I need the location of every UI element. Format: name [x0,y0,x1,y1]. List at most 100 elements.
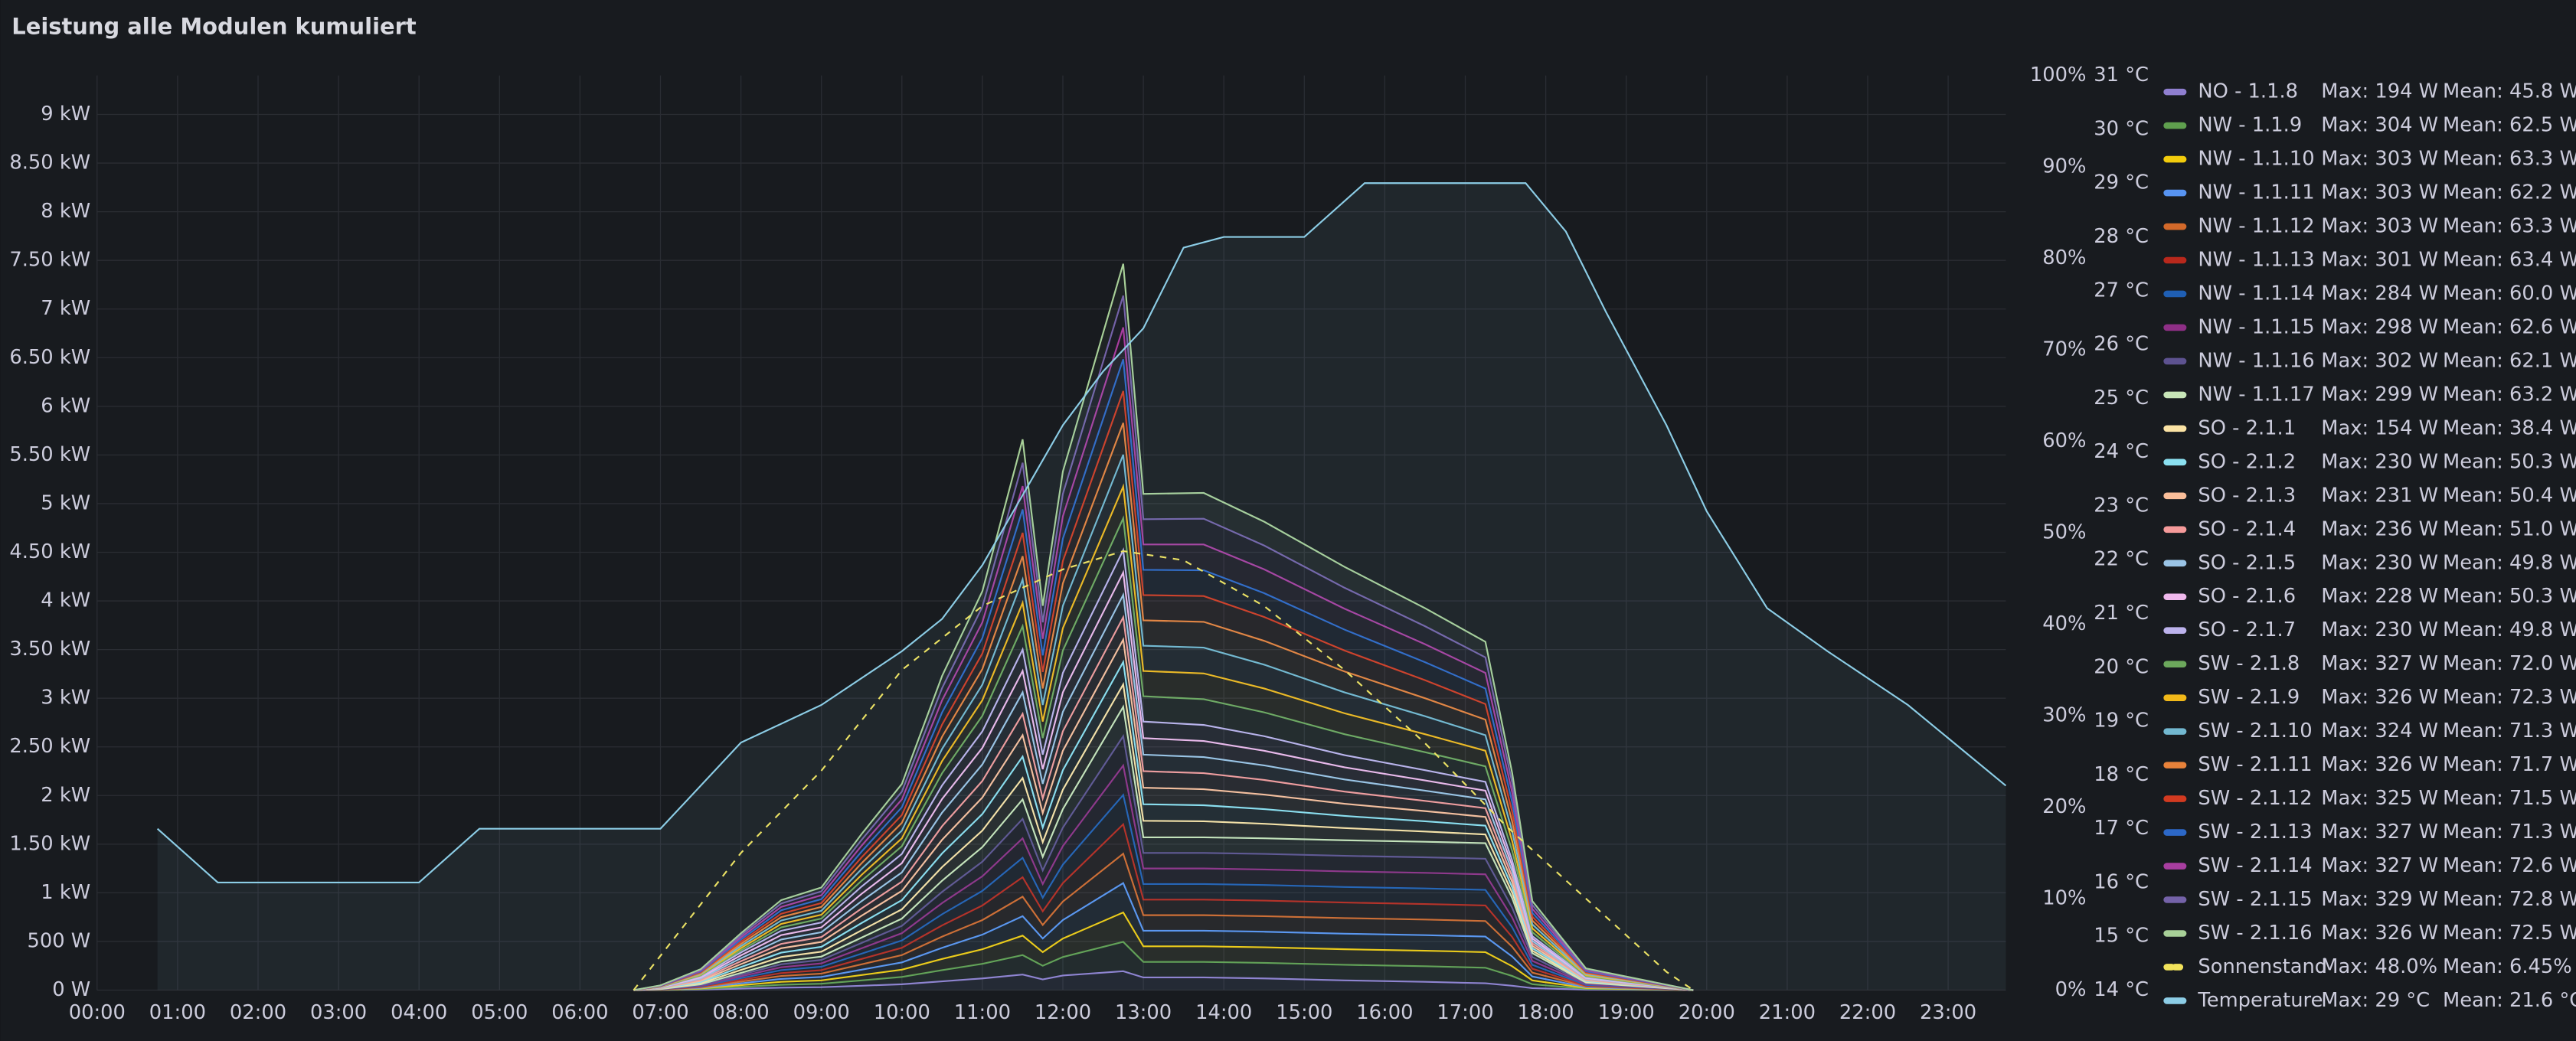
y3-tick-label: 19 °C [2094,710,2149,733]
legend-label: SW - 2.1.16 [2198,922,2312,945]
legend-max: Max: 303 W [2321,181,2438,204]
legend-max: Max: 228 W [2321,585,2438,608]
legend-mean: Mean: 72.3 W [2443,686,2576,709]
legend-label: SW - 2.1.11 [2198,753,2312,776]
x-tick-label: 21:00 [1759,1001,1816,1024]
y-tick-label: 4 kW [41,589,90,612]
legend-max: Max: 301 W [2321,249,2438,272]
legend-max: Max: 299 W [2321,383,2438,406]
x-tick-label: 09:00 [793,1001,850,1024]
series-line [633,793,1694,991]
legend-label: SW - 2.1.15 [2198,888,2312,911]
legend-label: SO - 2.1.3 [2198,484,2296,507]
y-tick-label: 5.50 kW [9,443,90,466]
stack-band [633,707,1694,990]
series-line [156,182,2007,884]
legend-max: Max: 298 W [2321,315,2438,338]
legend-mean: Mean: 72.5 W [2443,922,2576,945]
legend-label: NW - 1.1.15 [2198,315,2314,338]
y-tick-label: 3.50 kW [9,638,90,661]
legend-label: NW - 1.1.17 [2198,383,2314,406]
x-tick-label: 11:00 [954,1001,1011,1024]
y-tick-label: 5 kW [41,491,90,514]
legend-max: Max: 230 W [2321,450,2438,473]
legend-mean: Mean: 62.1 W [2443,349,2576,372]
legend-label: Temperature [2197,989,2323,1012]
series-line [633,547,1694,991]
legend-mean: Mean: 71.5 W [2443,787,2576,810]
legend-label: SO - 2.1.5 [2198,551,2296,574]
series-line [633,483,1694,991]
legend-max: Max: 236 W [2321,517,2438,540]
legend-mean: Mean: 38.4 W [2443,416,2576,439]
x-tick-label: 17:00 [1437,1001,1493,1024]
legend-max: Max: 284 W [2321,282,2438,305]
legend-max: Max: 231 W [2321,484,2438,507]
legend-mean: Mean: 62.5 W [2443,114,2576,137]
y-tick-label: 6.50 kW [9,346,90,369]
legend-mean: Mean: 50.4 W [2443,484,2576,507]
legend-label: SO - 2.1.2 [2198,450,2296,473]
x-tick-label: 04:00 [391,1001,447,1024]
y2-tick-label: 30% [2042,704,2086,727]
y3-tick-label: 25 °C [2094,387,2149,410]
series-line [633,358,1694,991]
x-tick-label: 10:00 [874,1001,930,1024]
y3-tick-label: 26 °C [2094,333,2149,356]
y3-tick-label: 24 °C [2094,440,2149,463]
x-tick-label: 16:00 [1356,1001,1413,1024]
y3-tick-label: 23 °C [2094,494,2149,517]
y-tick-label: 3 kW [41,687,90,710]
legend-mean: Mean: 63.3 W [2443,215,2576,238]
y2-tick-label: 0% [2055,978,2087,1001]
y-tick-label: 1.50 kW [9,832,90,855]
y-tick-label: 4.50 kW [9,540,90,563]
legend-mean: Mean: 45.8 W [2443,80,2576,103]
legend-max: Max: 304 W [2321,114,2438,137]
stack-band [633,971,1694,990]
series-line [633,882,1694,991]
x-tick-label: 12:00 [1035,1001,1091,1024]
series-line [633,454,1694,991]
y3-tick-label: 29 °C [2094,171,2149,194]
legend-max: Max: 302 W [2321,349,2438,372]
legend-mean: Mean: 60.0 W [2443,282,2576,305]
legend-max: Max: 230 W [2321,618,2438,641]
legend-label: NW - 1.1.13 [2198,249,2314,272]
legend-mean: Mean: 71.3 W [2443,720,2576,742]
legend-mean: Mean: 72.6 W [2443,854,2576,877]
y2-tick-label: 50% [2042,521,2086,544]
legend-max: Max: 327 W [2321,652,2438,675]
legend-mean: Mean: 72.8 W [2443,888,2576,911]
stack-band [633,824,1694,990]
x-tick-label: 07:00 [632,1001,688,1024]
series-line [633,763,1694,991]
x-tick-label: 23:00 [1920,1001,1976,1024]
series-line [633,295,1694,991]
x-tick-label: 02:00 [230,1001,286,1024]
legend-max: Max: 327 W [2321,821,2438,844]
legend-label: SW - 2.1.12 [2198,787,2312,810]
y3-tick-label: 17 °C [2094,817,2149,840]
series-line [633,569,1694,991]
legend-mean: Mean: 49.8 W [2443,551,2576,574]
legend-label: SW - 2.1.8 [2198,652,2300,675]
y-tick-label: 0 W [52,978,90,1001]
legend-label: NW - 1.1.14 [2198,282,2314,305]
series-line [633,327,1694,991]
series-line [633,681,1694,991]
stack-band [633,661,1694,990]
legend-label: SO - 2.1.7 [2198,618,2296,641]
legend-label: NW - 1.1.11 [2198,181,2314,204]
series-line [633,263,1694,991]
y3-tick-label: 31 °C [2094,64,2149,86]
y3-tick-label: 28 °C [2094,225,2149,248]
legend-mean: Mean: 71.7 W [2443,753,2576,776]
legend-max: Max: 48.0% [2321,955,2437,978]
series-line [633,659,1694,991]
legend-max: Max: 326 W [2321,753,2438,776]
legend-label: NW - 1.1.12 [2198,215,2314,238]
legend-mean: Mean: 63.3 W [2443,148,2576,171]
series-line [633,614,1694,991]
